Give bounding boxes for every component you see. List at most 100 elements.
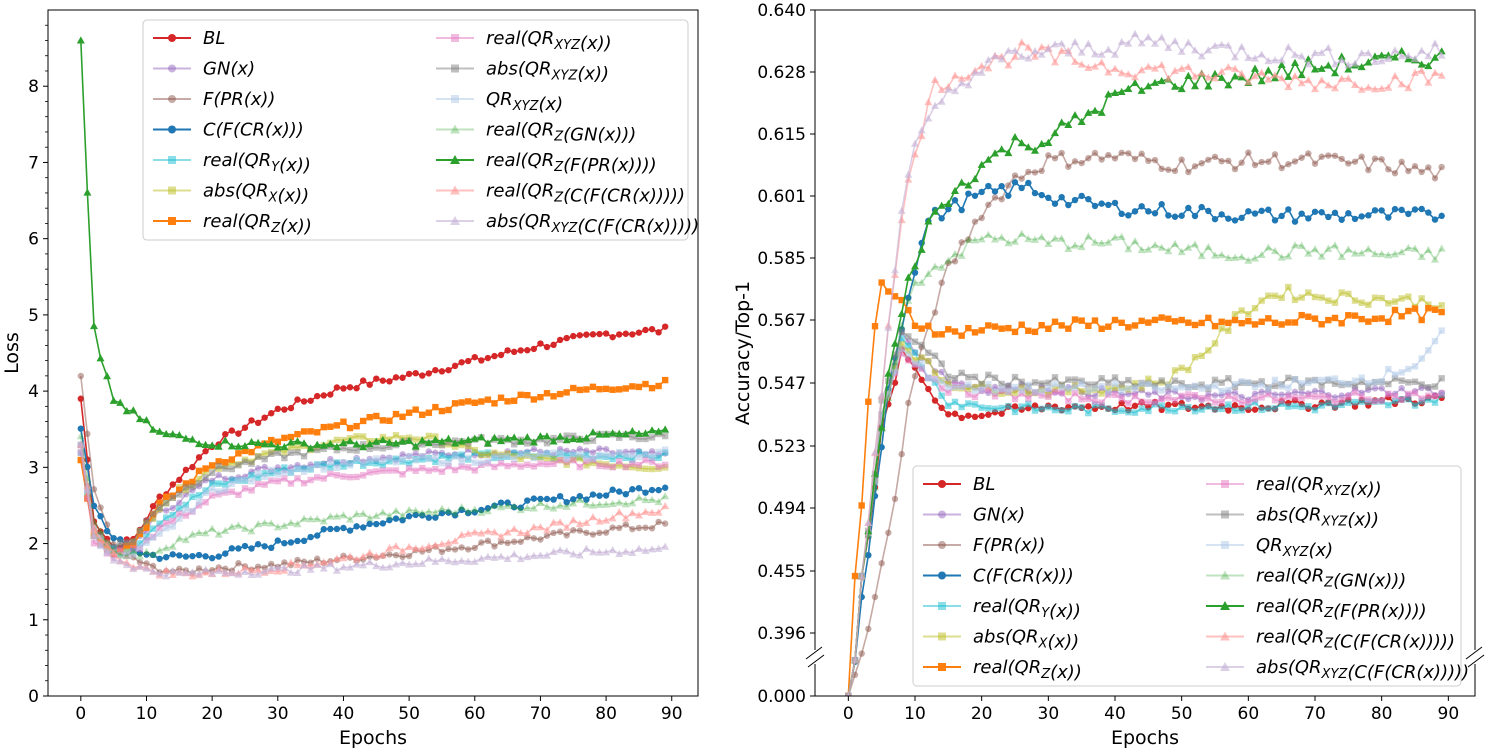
data-point xyxy=(1277,60,1286,68)
data-point xyxy=(1338,216,1345,223)
data-point xyxy=(945,373,952,381)
data-point xyxy=(1365,166,1372,174)
data-point xyxy=(90,502,98,510)
data-point xyxy=(1438,375,1445,382)
legend-item-real-qr-xyz-x: real(QRXYZ(x)) xyxy=(436,28,612,54)
data-point xyxy=(97,513,104,520)
data-point xyxy=(286,518,295,527)
data-point xyxy=(1091,317,1099,324)
data-point xyxy=(320,466,327,473)
data-point xyxy=(1231,380,1239,388)
data-point xyxy=(635,484,643,492)
data-point xyxy=(1351,59,1359,67)
data-point xyxy=(176,505,183,512)
data-point xyxy=(478,398,485,405)
data-point xyxy=(1178,212,1185,219)
data-point xyxy=(503,528,512,536)
data-point xyxy=(240,441,249,450)
data-point xyxy=(168,430,177,438)
data-point xyxy=(1251,321,1259,328)
data-point xyxy=(1271,71,1279,79)
data-point xyxy=(1438,327,1445,334)
data-point xyxy=(1398,206,1405,214)
data-point xyxy=(595,430,604,438)
data-point xyxy=(497,503,506,511)
data-point xyxy=(294,396,301,403)
data-point xyxy=(1111,384,1119,392)
data-point xyxy=(202,465,209,472)
data-point xyxy=(432,453,439,461)
data-point xyxy=(386,378,393,385)
data-point xyxy=(1417,60,1426,68)
data-point xyxy=(1164,247,1173,255)
data-point xyxy=(470,557,479,565)
axis-break-mark xyxy=(805,646,825,668)
data-point xyxy=(189,463,196,471)
data-point xyxy=(951,328,959,335)
data-point xyxy=(1131,322,1139,329)
data-point xyxy=(313,440,322,448)
data-point xyxy=(320,475,327,482)
data-point xyxy=(529,523,538,531)
data-point xyxy=(162,572,171,580)
data-point xyxy=(189,478,196,486)
data-point xyxy=(1211,251,1219,259)
data-point xyxy=(884,323,893,331)
data-point xyxy=(189,552,196,560)
data-point xyxy=(570,496,577,503)
data-point xyxy=(998,410,1005,417)
data-point xyxy=(891,266,899,274)
data-point xyxy=(1291,319,1299,326)
data-point xyxy=(1097,58,1106,66)
data-point xyxy=(991,235,999,243)
data-point xyxy=(1078,380,1085,387)
data-point xyxy=(1338,397,1345,404)
data-point xyxy=(1097,108,1106,116)
data-point xyxy=(911,278,919,286)
data-point xyxy=(1305,392,1312,400)
data-point xyxy=(1211,215,1219,223)
data-point xyxy=(379,467,387,474)
data-point xyxy=(235,450,242,457)
series-real-qr-z-x xyxy=(845,279,1445,696)
data-point xyxy=(1084,108,1093,116)
data-point xyxy=(1411,206,1419,213)
data-point xyxy=(438,548,446,556)
data-point xyxy=(877,391,886,399)
data-point xyxy=(1211,41,1219,49)
y-tick-label: 6 xyxy=(28,230,39,250)
data-point xyxy=(149,525,157,532)
data-point xyxy=(261,450,268,457)
data-point xyxy=(635,461,643,469)
data-point xyxy=(1364,83,1373,91)
data-point xyxy=(491,400,498,407)
data-point xyxy=(1371,155,1379,162)
data-point xyxy=(424,507,433,515)
data-point xyxy=(353,447,360,454)
data-point xyxy=(1078,404,1085,411)
data-point xyxy=(234,521,243,529)
data-point xyxy=(1205,384,1212,391)
data-point xyxy=(1298,380,1305,387)
data-point xyxy=(1011,403,1019,410)
data-point xyxy=(1124,39,1133,47)
y-axis-title: Loss xyxy=(1,332,23,374)
data-point xyxy=(1104,45,1113,53)
data-point xyxy=(925,322,932,329)
data-point xyxy=(176,499,183,507)
data-point xyxy=(1037,42,1046,51)
data-point xyxy=(1225,386,1232,394)
legend-marker xyxy=(938,602,946,610)
data-point xyxy=(1278,397,1285,404)
data-point xyxy=(596,529,603,537)
data-point xyxy=(1431,255,1439,263)
data-point xyxy=(654,508,663,516)
legend-label: real(QRZ(C(F(CR(x))))) xyxy=(1256,627,1455,653)
data-point xyxy=(1045,379,1052,387)
data-point xyxy=(1265,206,1272,213)
y-tick-label: 0.494 xyxy=(757,499,806,519)
data-point xyxy=(945,384,952,391)
data-point xyxy=(537,453,544,461)
data-point xyxy=(176,515,183,522)
data-point xyxy=(352,440,361,448)
